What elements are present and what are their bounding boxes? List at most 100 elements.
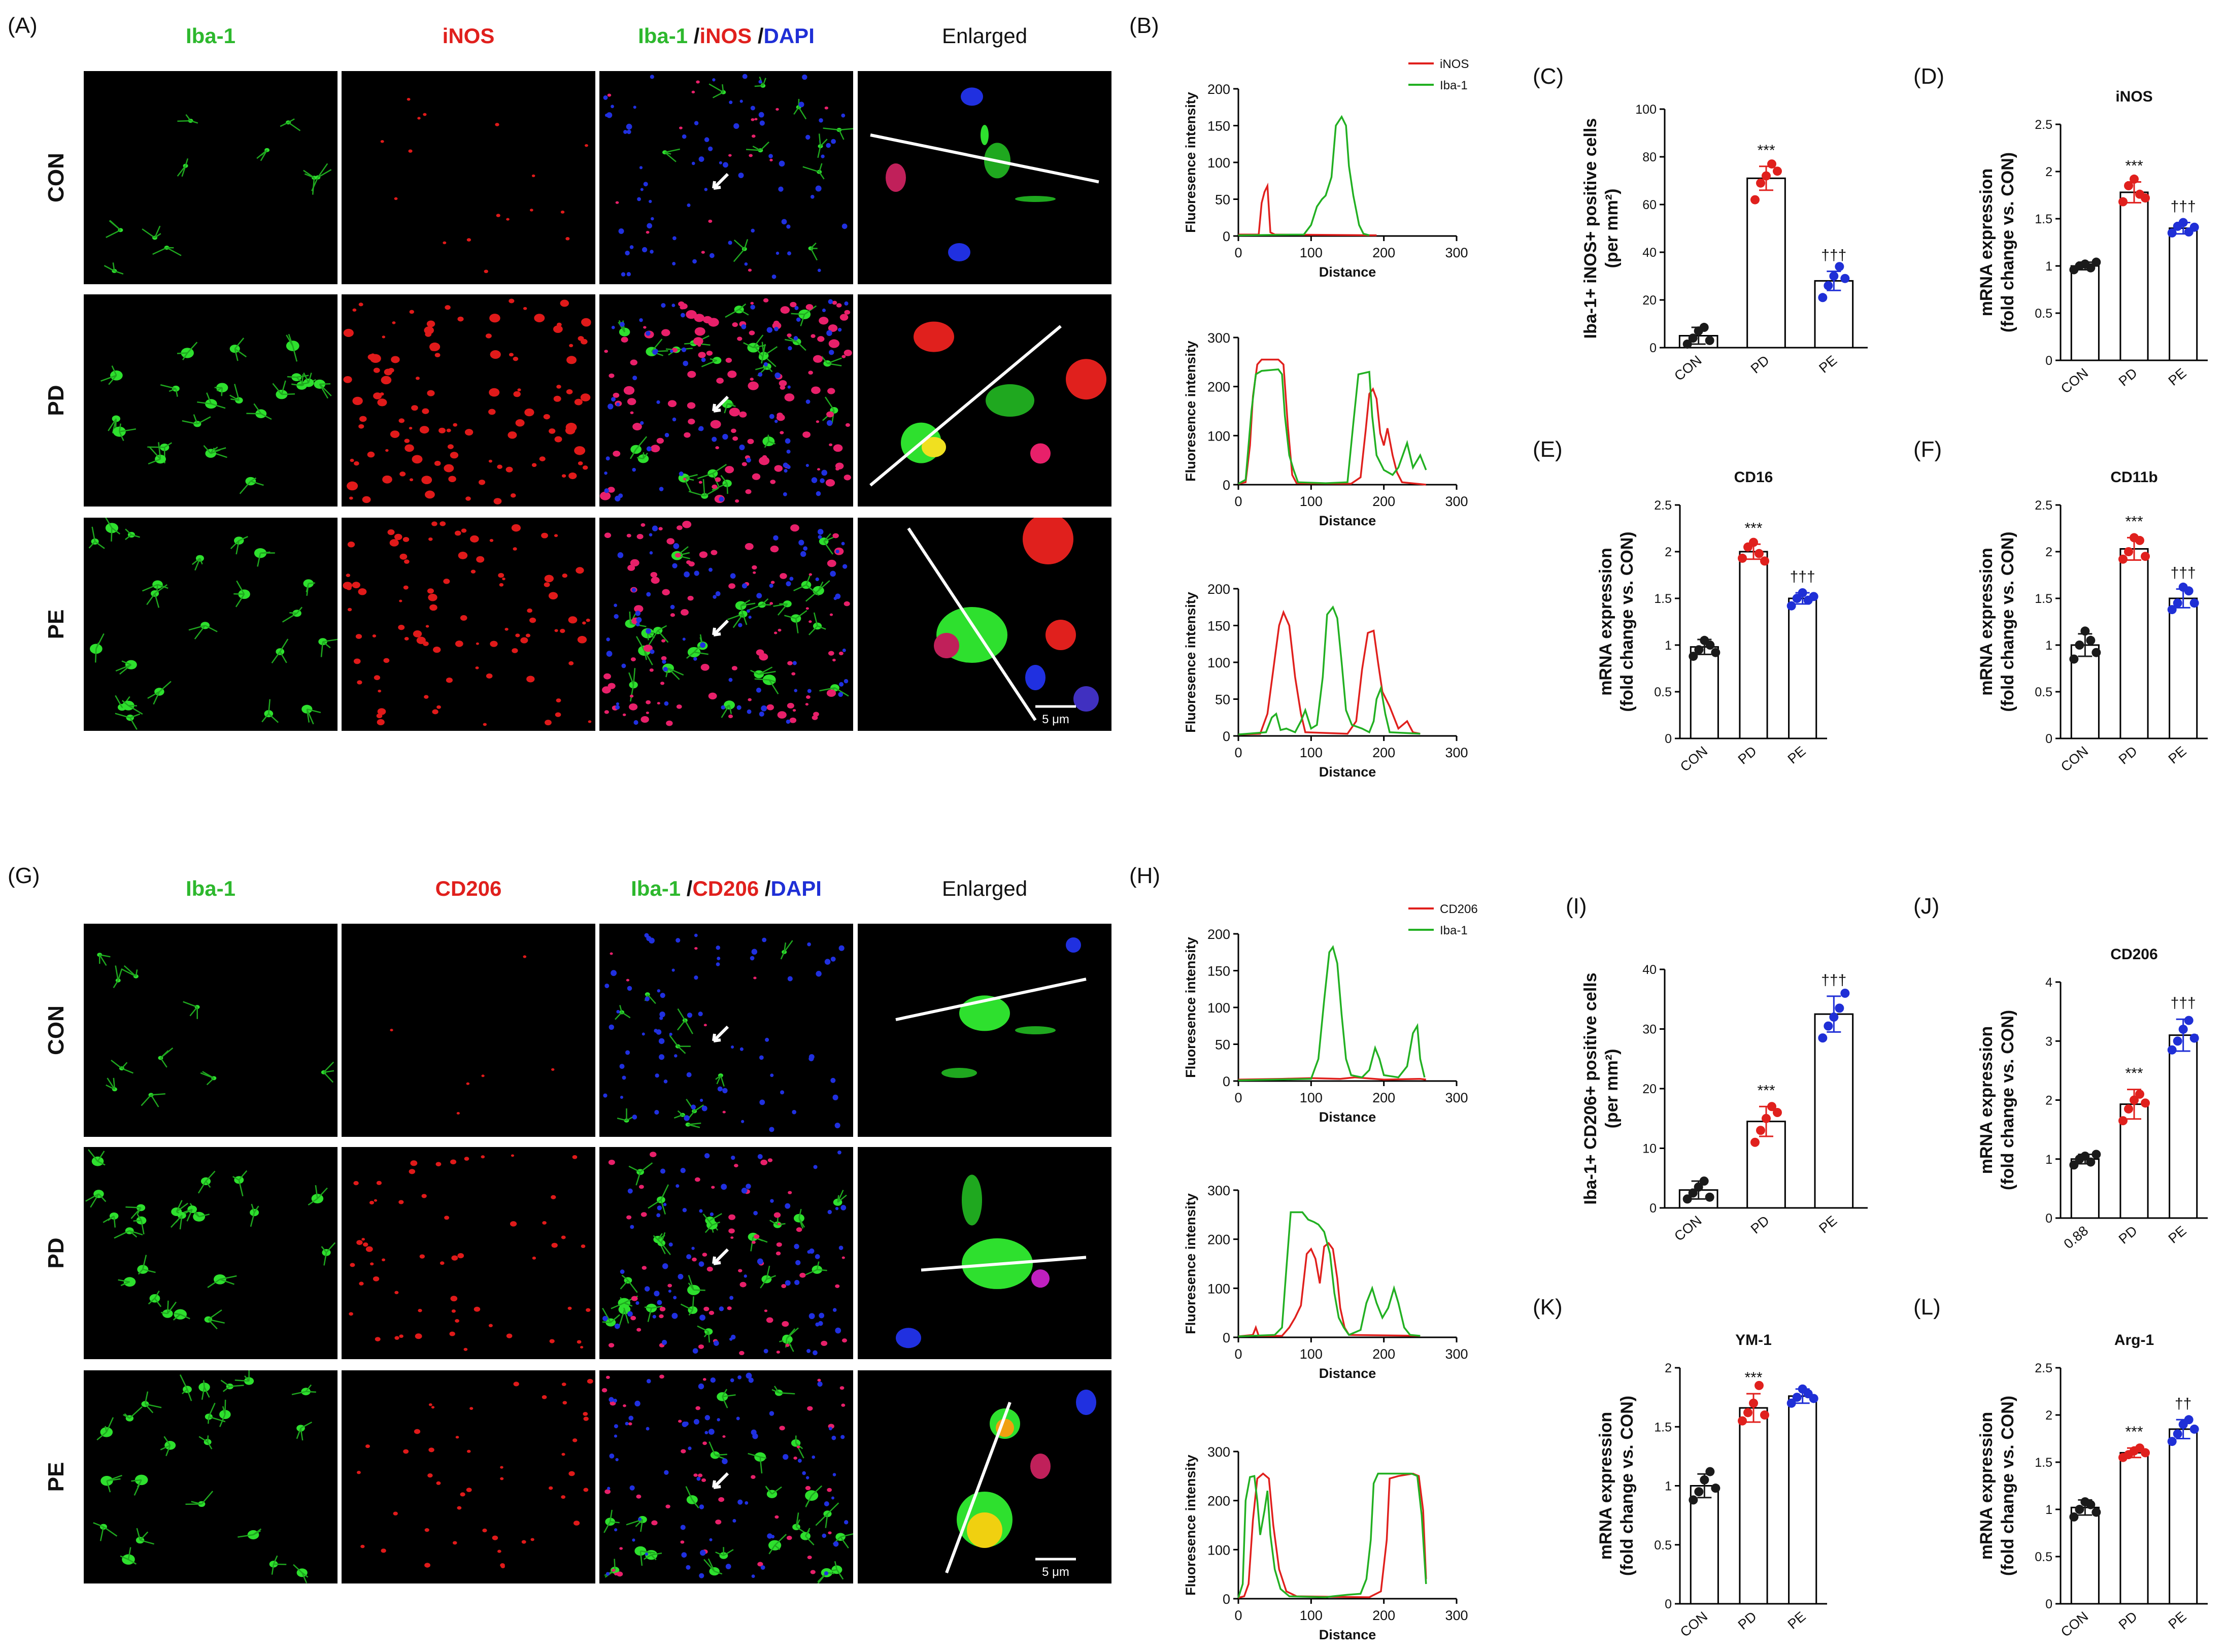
chart-title: CD206 (2110, 946, 2157, 963)
green-process (702, 479, 705, 496)
arrow-marker (712, 1025, 729, 1042)
data-point (1738, 1416, 1747, 1426)
tile-content (380, 97, 588, 274)
y-axis-label: Iba-1+ CD206+ positive cells (per mm²) (1581, 972, 1622, 1204)
dapi-nucleus (646, 330, 651, 336)
red-cell (451, 1255, 458, 1261)
red-cell (817, 468, 821, 471)
dapi-nucleus (686, 1254, 692, 1260)
y-tick-label: 4 (2045, 975, 2052, 990)
dapi-nucleus (746, 1372, 752, 1379)
red-cell (515, 419, 525, 427)
red-cell (646, 700, 651, 704)
green-process (121, 660, 131, 665)
green-process (761, 598, 769, 605)
green-process (257, 553, 261, 567)
green-process (131, 534, 140, 538)
y-axis-label-line: (fold change vs. CON) (1998, 531, 2017, 712)
dapi-nucleus (654, 1029, 658, 1033)
green-process (108, 1215, 115, 1221)
data-point (1762, 171, 1771, 181)
red-cell (790, 524, 799, 532)
dapi-nucleus (763, 1348, 768, 1354)
dapi-nucleus (741, 1120, 745, 1123)
red-cell (710, 420, 721, 429)
column-title-part: Iba-1 (638, 24, 688, 48)
dapi-nucleus (640, 188, 644, 191)
dapi-nucleus (604, 488, 609, 493)
red-cell (457, 1506, 462, 1510)
green-process (111, 365, 117, 376)
arrow-marker (712, 619, 729, 636)
data-point (1749, 537, 1758, 547)
scale-bar-label: 5 μm (1042, 1565, 1069, 1579)
dapi-nucleus (699, 1549, 706, 1556)
red-cell (581, 318, 591, 326)
red-cell (684, 432, 691, 438)
micrograph-tile (342, 924, 595, 1137)
green-process (94, 649, 97, 663)
green-process (639, 1550, 643, 1566)
red-cell (424, 1528, 429, 1532)
red-cell (352, 396, 363, 406)
red-cell (453, 423, 458, 427)
green-process (647, 633, 649, 640)
enlarged-blob (1076, 1390, 1096, 1415)
green-process (323, 1070, 334, 1073)
row-label: PD (44, 1237, 69, 1268)
dapi-nucleus (785, 1280, 791, 1286)
red-cell (460, 1492, 465, 1497)
red-cell (715, 446, 719, 450)
red-cell (585, 144, 588, 147)
data-point (1682, 1194, 1692, 1204)
red-cell (611, 1568, 616, 1572)
tile-content (602, 1150, 848, 1356)
x-tick-label: 200 (1372, 1090, 1395, 1105)
red-cell (701, 251, 705, 254)
green-process (128, 1559, 137, 1565)
data-point (1767, 159, 1776, 169)
dapi-nucleus (833, 596, 837, 600)
green-process (280, 122, 289, 127)
green-process (759, 1457, 763, 1474)
red-cell (569, 344, 574, 348)
red-cell (568, 473, 577, 480)
red-cell (670, 613, 675, 617)
dapi-nucleus (684, 571, 690, 578)
red-cell (757, 1562, 763, 1567)
green-process (271, 651, 281, 664)
green-process (740, 602, 756, 606)
red-cell (844, 349, 852, 356)
dapi-nucleus (831, 1496, 834, 1500)
dapi-nucleus (838, 692, 844, 697)
y-tick-label: 2.5 (1654, 498, 1672, 513)
red-cell (780, 431, 784, 434)
green-process (791, 313, 805, 315)
red-cell (816, 420, 820, 423)
red-cell (399, 1334, 403, 1338)
red-cell (694, 1177, 700, 1182)
red-cell (451, 1309, 456, 1313)
red-cell (661, 656, 667, 661)
red-cell (409, 310, 414, 314)
dapi-nucleus (698, 427, 702, 431)
dapi-nucleus (832, 1473, 836, 1476)
green-process (168, 388, 176, 392)
red-cell (727, 370, 737, 378)
red-cell (631, 1296, 638, 1301)
red-cell (382, 335, 386, 339)
dapi-nucleus (826, 420, 833, 426)
red-cell (568, 616, 578, 624)
red-cell (347, 542, 355, 548)
dapi-nucleus (787, 251, 791, 256)
green-process (624, 1302, 633, 1307)
y-tick-label: 0 (1223, 478, 1230, 493)
green-process (795, 610, 807, 619)
dapi-nucleus (686, 1565, 691, 1570)
red-cell (636, 533, 644, 540)
y-tick-label: 0 (1223, 1330, 1230, 1345)
red-cell (827, 1488, 832, 1492)
green-process (764, 441, 769, 448)
